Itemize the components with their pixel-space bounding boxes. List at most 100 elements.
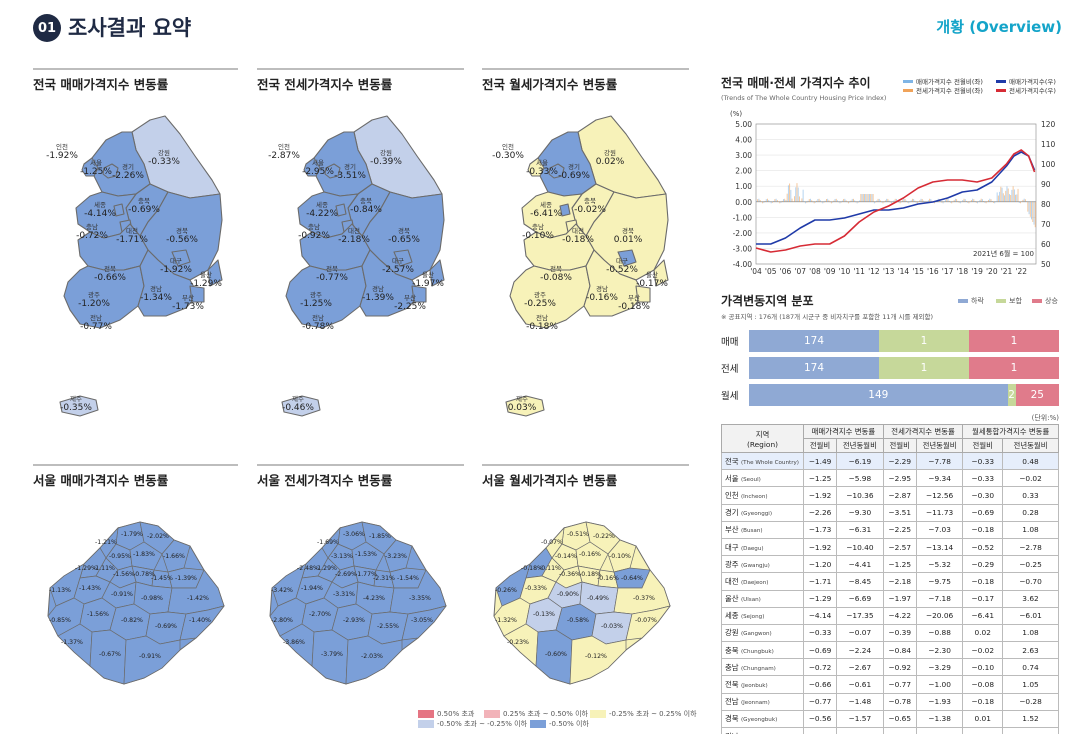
monthly-change-bar	[914, 200, 916, 202]
region-jeju	[59, 395, 99, 417]
value-cell: −0.33	[962, 451, 1004, 471]
monthly-change-bar	[966, 200, 967, 202]
monthly-change-bar	[830, 201, 832, 204]
region-name-label: 경남	[150, 284, 162, 293]
bar-segment: 1	[969, 357, 1059, 379]
monthly-change-bar	[783, 199, 784, 202]
region-name-label: 강원	[380, 148, 392, 157]
monthly-change-bar	[931, 200, 933, 202]
section-title-national-wolse: 전국 월세가격지수 변동률	[482, 68, 689, 93]
region-value-label: -1.25%	[80, 167, 112, 177]
monthly-change-bar	[785, 200, 787, 202]
bar-segment: 25	[1015, 384, 1059, 406]
monthly-change-bar	[988, 199, 990, 202]
monthly-change-bar	[951, 201, 953, 204]
region-daegu	[171, 249, 191, 267]
monthly-change-bar	[873, 201, 875, 204]
region-value-label: -0.77%	[316, 273, 348, 283]
district-value-label: -0.13%	[533, 611, 555, 618]
monthly-change-bar	[818, 198, 820, 202]
monthly-change-bar	[909, 201, 911, 203]
monthly-change-bar	[878, 198, 880, 202]
value-cell: −0.10	[962, 658, 1004, 677]
monthly-change-bar	[866, 194, 868, 202]
monthly-change-bar	[927, 200, 929, 202]
x-tick: '05	[765, 267, 777, 276]
value-cell: −3.51	[882, 503, 917, 522]
region-incheon	[81, 157, 99, 177]
monthly-change-bar	[902, 200, 904, 202]
region-name-label: 충남	[86, 222, 98, 231]
region-name-label: 세종	[316, 200, 328, 209]
seoul-district	[383, 539, 413, 573]
value-cell: 1.08	[1002, 520, 1059, 539]
monthly-change-bar	[857, 201, 859, 203]
region-ulsan	[207, 259, 223, 287]
monthly-change-bar	[834, 198, 836, 202]
region-name-label: 부산	[182, 293, 194, 302]
region-value-label: -0.33%	[526, 167, 558, 177]
monthly-change-bar	[808, 199, 810, 202]
region-name-label: 서울	[312, 158, 324, 167]
region-name-label: 전남	[536, 313, 548, 322]
monthly-change-bar	[896, 198, 897, 202]
region-cell: 인천 (Incheon)	[721, 486, 804, 505]
value-cell: −1.93	[915, 692, 964, 711]
district-value-label: -3.23%	[385, 553, 407, 560]
district-value-label: -1.29%	[315, 565, 337, 572]
monthly-change-bar	[915, 201, 917, 203]
district-value-label: -3.05%	[411, 617, 433, 624]
region-cell: 전북 (Jeonbuk)	[721, 675, 804, 694]
monthly-change-bar	[911, 198, 913, 202]
monthly-change-bar	[773, 200, 775, 202]
monthly-change-bar	[1034, 201, 1036, 228]
region-cell: 부산 (Busan)	[721, 520, 804, 539]
district-value-label: -1.69%	[317, 539, 339, 546]
district-value-label: -0.14%	[555, 553, 577, 560]
monthly-change-bar	[865, 194, 867, 202]
seoul-map-svg: -3.06% -1.85% -1.69% -3.13% -1.53% -3.23% -2.4…	[269, 521, 447, 685]
value-cell: 0.02	[962, 623, 1004, 643]
monthly-change-bar	[956, 199, 958, 202]
region-name-label: 대구	[616, 257, 628, 265]
monthly-change-bar	[980, 198, 982, 202]
value-cell: −0.29	[962, 555, 1004, 574]
region-value-label: -2.25%	[394, 302, 426, 312]
table-row: 대구 (Daegu) −1.92 −10.40 −2.57 −13.14 −0.52 −2.…	[721, 537, 1059, 557]
x-tick: '15	[912, 267, 924, 276]
monthly-change-bar	[882, 201, 884, 204]
region-name-label: 경기	[568, 162, 580, 171]
monthly-change-bar	[945, 200, 947, 202]
region-name-label: 충북	[138, 196, 150, 205]
value-cell: −4.22	[882, 606, 917, 625]
legend-up-strong: 0.50% 초과	[418, 709, 474, 719]
value-cell: −9.30	[836, 503, 884, 522]
monthly-change-bar	[913, 198, 915, 202]
monthly-change-bar	[789, 183, 791, 202]
stacked-bar: 174 1 1	[749, 357, 1059, 379]
x-tick: '16	[927, 267, 939, 276]
index-trend-chart: (%) 5.00 4.00 3.00 2.00 1.00 0.00 -1.00 -2.00 -3.…	[730, 110, 1056, 276]
monthly-change-bar	[850, 200, 852, 202]
region-name-label: 제주	[70, 395, 82, 403]
value-cell: −7.78	[915, 451, 964, 471]
monthly-change-bar	[824, 200, 826, 202]
monthly-change-bar	[757, 199, 759, 202]
region-name-label: 제주	[292, 395, 304, 403]
district-value-label: -0.37%	[633, 595, 655, 602]
x-tick: '17	[942, 267, 954, 276]
district-value-label: -4.23%	[363, 595, 385, 602]
district-value-label: -0.91%	[111, 591, 133, 598]
value-cell: −0.08	[962, 675, 1004, 694]
region-value-label: -0.72%	[76, 231, 108, 241]
monthly-change-bar	[921, 199, 923, 202]
district-value-label: -1.42%	[187, 595, 209, 602]
monthly-change-bar	[872, 194, 874, 202]
y-left-tick: 2.00	[735, 167, 752, 176]
monthly-change-bar	[989, 198, 991, 202]
section-title-seoul-wolse: 서울 월세가격지수 변동률	[482, 464, 689, 489]
series-line	[756, 151, 1036, 245]
monthly-change-bar	[790, 189, 792, 202]
value-cell: 3.62	[1002, 589, 1059, 608]
region-value-label: 0.02%	[596, 157, 625, 167]
